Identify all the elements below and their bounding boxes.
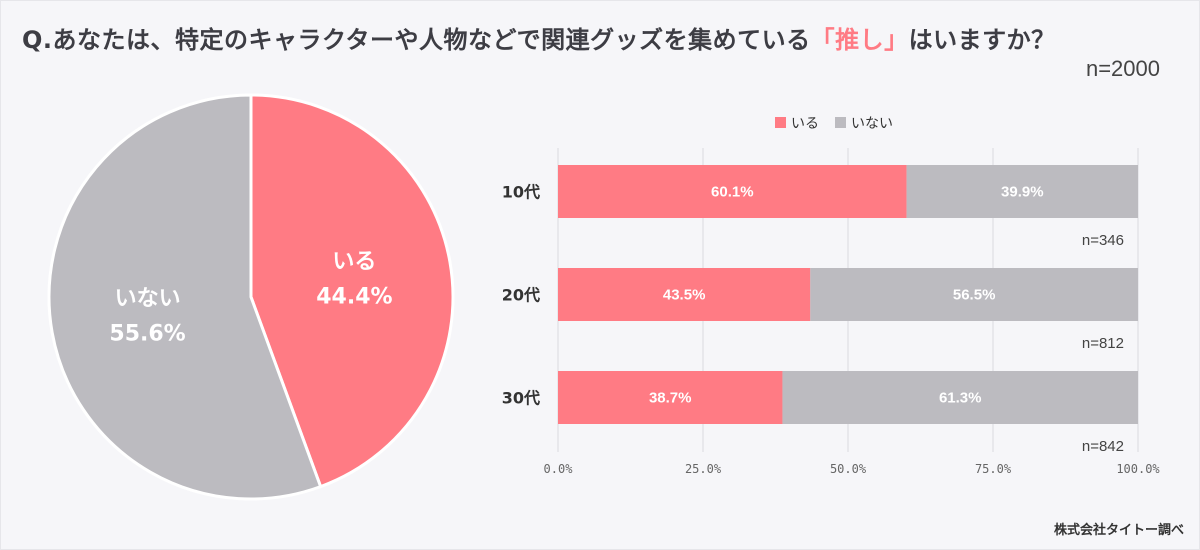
chart-title: Q.あなたは、特定のキャラクターや人物などで関連グッズを集めている「推し」はいま…	[22, 20, 1182, 55]
title-prefix: Q.あなたは、特定のキャラクターや人物などで関連グッズを集めている	[22, 26, 811, 54]
pie-chart: いる 44.4% いない 55.6%	[47, 93, 455, 501]
sample-size-label: n=346	[1082, 232, 1124, 249]
bar-value-label: 43.5%	[663, 287, 706, 304]
legend-swatch	[775, 117, 786, 128]
x-tick-label: 0.0%	[544, 462, 574, 476]
pie-slice-value: 55.6%	[109, 321, 185, 346]
category-label: 10代	[502, 183, 540, 202]
bar-value-label: 61.3%	[939, 390, 982, 407]
legend-swatch	[835, 117, 846, 128]
category-label: 30代	[502, 389, 540, 408]
legend-label: いる	[791, 116, 819, 132]
source-credit: 株式会社タイトー調べ	[1053, 523, 1184, 538]
bar-segment	[782, 371, 1138, 424]
bar-value-label: 60.1%	[711, 184, 754, 201]
bar-value-label: 38.7%	[649, 390, 692, 407]
category-label: 20代	[502, 286, 540, 305]
pie-slice	[249, 93, 455, 489]
bar-value-label: 56.5%	[953, 287, 996, 304]
pie-slice-label: いる	[332, 250, 376, 275]
x-tick-label: 50.0%	[830, 462, 867, 476]
x-tick-label: 75.0%	[975, 462, 1012, 476]
bar-segment	[810, 268, 1138, 321]
title-suffix: はいますか？	[908, 26, 1056, 54]
title-highlight: 「推し」	[810, 26, 909, 54]
bar-segment	[906, 165, 1138, 218]
sample-size-label: n=842	[1082, 438, 1124, 455]
pie-slice	[47, 93, 323, 501]
pie-slice-value: 44.4%	[316, 285, 392, 310]
bar-segment	[558, 268, 811, 321]
x-tick-label: 25.0%	[685, 462, 722, 476]
bar-segment	[558, 371, 783, 424]
total-sample-size: n=2000	[1085, 56, 1160, 81]
bar-chart: 0.0% 25.0% 50.0% 75.0% 100.0% いる いない 60.1% 39.9%…	[502, 116, 1161, 476]
pie-slice-label: いない	[115, 286, 181, 311]
legend-label: いない	[851, 116, 893, 132]
bar-value-label: 39.9%	[1001, 184, 1044, 201]
x-tick-label: 100.0%	[1116, 462, 1160, 476]
sample-size-label: n=812	[1082, 335, 1124, 352]
bar-segment	[558, 165, 907, 218]
